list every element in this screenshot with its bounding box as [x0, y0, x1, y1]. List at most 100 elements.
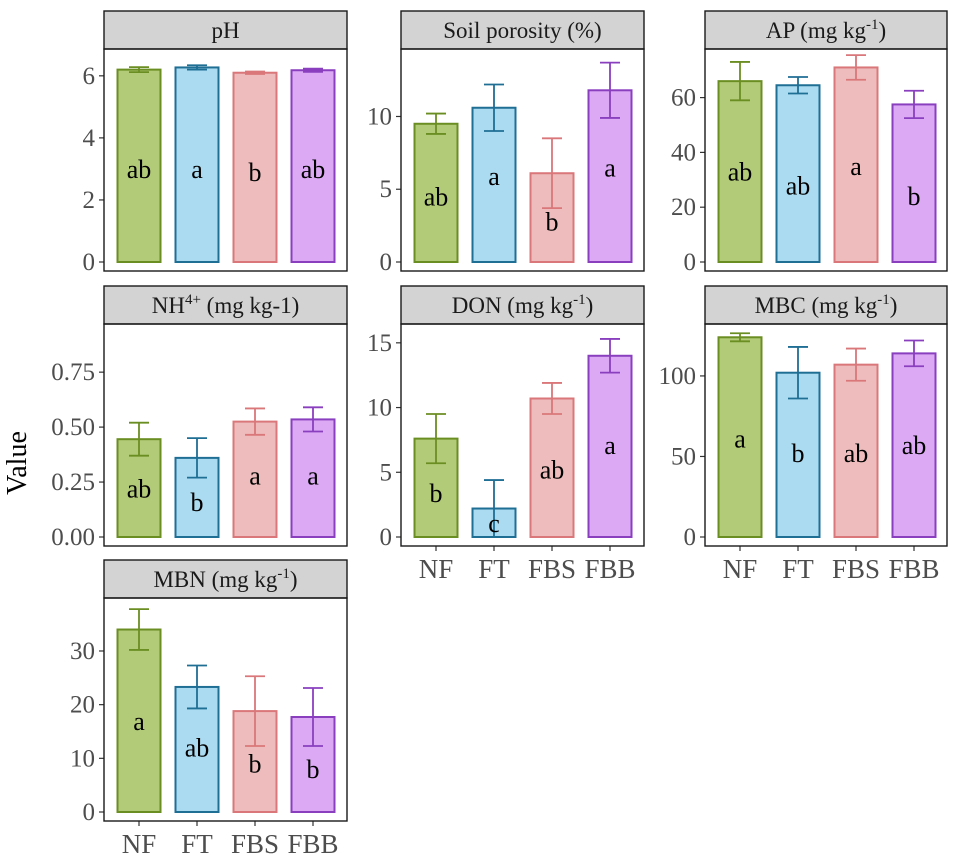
significance-letter-fbs: ab: [540, 456, 565, 485]
bar-fbs: [232, 420, 278, 538]
bar-nf: [116, 68, 162, 263]
significance-letter-fbs: a: [249, 461, 261, 490]
panel-title: DON (mg kg-1): [452, 292, 594, 318]
panel-title-superscript: -1: [877, 292, 890, 308]
y-tick-label: 10: [70, 745, 95, 772]
significance-letter-fbb: b: [908, 182, 921, 211]
bar-fbb: [891, 103, 937, 264]
y-tick-label: 30: [70, 638, 95, 665]
significance-letter-fbs: a: [850, 152, 862, 181]
y-tick-label: 10: [367, 103, 392, 130]
significance-letter-ft: a: [191, 155, 203, 184]
panel-strip: [704, 10, 948, 50]
significance-letter-fbb: ab: [301, 155, 326, 184]
panel-strip: [103, 559, 348, 599]
significance-letter-fbb: ab: [902, 431, 927, 460]
panel-border: [103, 597, 348, 822]
y-tick-label: 0: [684, 524, 697, 551]
y-tick-label: 10: [367, 395, 392, 422]
x-tick-label-fbb: FBB: [888, 554, 939, 584]
y-tick-label: 0.25: [51, 469, 95, 496]
panel-strip: [704, 285, 948, 325]
y-tick-label: 0: [83, 249, 96, 276]
bar-fbs: [833, 66, 879, 263]
bar-nf: [717, 80, 763, 264]
y-tick-label: 20: [671, 194, 696, 221]
panel-title: pH: [211, 18, 239, 43]
bar-fbb: [587, 354, 633, 538]
panel-title: MBN (mg kg-1): [153, 566, 297, 592]
significance-letter-ft: ab: [185, 734, 210, 763]
x-tick-label-fbb: FBB: [287, 829, 338, 859]
y-tick-label: 20: [70, 692, 95, 719]
significance-letter-fbb: a: [604, 153, 616, 182]
x-tick-label-fbs: FBS: [231, 829, 279, 859]
significance-letter-fbs: b: [249, 158, 262, 187]
significance-letter-nf: ab: [728, 158, 753, 187]
panel-border: [103, 323, 348, 547]
significance-letter-fbs: b: [546, 207, 559, 236]
y-tick-label: 0: [83, 799, 96, 826]
bar-fbb: [587, 89, 633, 263]
panel-border: [400, 48, 645, 272]
significance-letter-ft: a: [488, 162, 500, 191]
panel-5: DON (mg kg-1) b NF c FT ab FBS a FBB 0 5 10 15: [367, 285, 645, 584]
y-tick-label: 0: [684, 249, 697, 276]
x-tick-label-nf: NF: [122, 829, 157, 859]
significance-letter-fbs: b: [249, 750, 262, 779]
y-tick-label: 4: [83, 125, 96, 152]
panel-title-unit: ): [890, 293, 898, 318]
y-tick-label: 5: [380, 459, 393, 486]
panel-title-superscript: 4+: [185, 292, 201, 308]
significance-letter-ft: b: [191, 488, 204, 517]
significance-letter-fbs: ab: [844, 439, 869, 468]
y-tick-label: 2: [83, 187, 96, 214]
panel-strip: [400, 285, 645, 325]
x-tick-label-fbs: FBS: [832, 554, 880, 584]
panel-title-superscript: -1: [277, 566, 290, 582]
y-tick-label: 0: [380, 249, 393, 276]
x-tick-label-ft: FT: [478, 554, 510, 584]
bar-ft: [174, 66, 220, 263]
panel-strip: [400, 10, 645, 50]
y-tick-label: 5: [380, 176, 393, 203]
y-tick-label: 0: [380, 524, 393, 551]
bar-nf: [413, 122, 459, 263]
x-tick-label-ft: FT: [782, 554, 814, 584]
panel-4: NH4+ (mg kg-1) ab b a a 0.00 0.25 0.50 0.75: [51, 285, 348, 551]
bar-ft: [471, 106, 517, 263]
y-tick-label: 0.50: [51, 414, 95, 441]
y-tick-label: 100: [659, 363, 697, 390]
panel-strip: [103, 285, 348, 325]
significance-letter-ft: b: [792, 439, 805, 468]
panel-title-superscript: -1: [573, 292, 586, 308]
y-axis-label: Value: [2, 431, 33, 495]
significance-letter-nf: ab: [127, 475, 152, 504]
x-tick-label-nf: NF: [419, 554, 454, 584]
x-tick-label-fbs: FBS: [528, 554, 576, 584]
panel-title: Soil porosity (%): [443, 18, 601, 43]
significance-letter-nf: ab: [127, 155, 152, 184]
panel-border: [103, 48, 348, 272]
y-tick-label: 0.75: [51, 359, 95, 386]
y-tick-label: 40: [671, 139, 696, 166]
y-tick-label: 0.00: [51, 524, 95, 551]
panel-title-unit: ): [586, 293, 594, 318]
panel-border: [704, 48, 948, 272]
significance-letter-fbb: b: [307, 755, 320, 784]
x-tick-label-fbb: FBB: [584, 554, 635, 584]
y-tick-label: 50: [671, 443, 696, 470]
significance-letter-nf: a: [734, 425, 746, 454]
panel-title-unit: ): [290, 567, 298, 592]
panel-title-unit: (mg kg-1): [201, 293, 299, 318]
panel-border: [400, 323, 645, 547]
significance-letter-ft: c: [488, 509, 500, 538]
significance-letter-fbb: a: [307, 461, 319, 490]
significance-letter-nf: ab: [424, 183, 449, 212]
panel-6: MBC (mg kg-1) a NF b FT ab FBS ab FBB 0 50 100: [659, 285, 948, 584]
x-tick-label-ft: FT: [181, 829, 213, 859]
